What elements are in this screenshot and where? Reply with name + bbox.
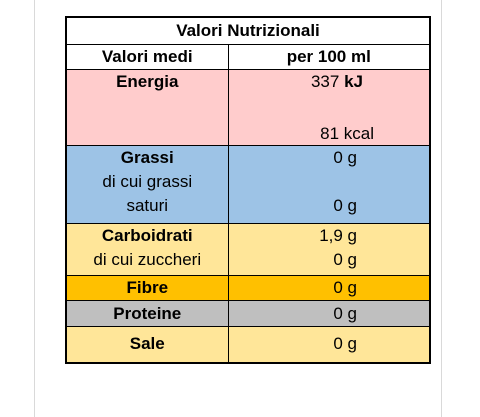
proteine-label: Proteine [65, 300, 229, 327]
grassi-sub-label-2: saturi [126, 196, 169, 215]
proteine-value: 0 g [333, 303, 357, 323]
carboidrati-row: Carboidrati di cui zuccheri 1,9 g 0 g [65, 223, 431, 276]
proteine-row: Proteine 0 g [65, 300, 431, 327]
sale-value-cell: 0 g [227, 326, 431, 363]
proteine-value-cell: 0 g [227, 300, 431, 327]
sale-value: 0 g [333, 334, 357, 354]
carboidrati-value-cell: 1,9 g 0 g [227, 223, 431, 276]
carboidrati-value: 1,9 g [319, 226, 357, 245]
energia-kcal: 81 kcal [320, 124, 374, 143]
fibre-value-cell: 0 g [227, 275, 431, 301]
fibre-value: 0 g [333, 278, 357, 297]
energia-value: 337 kJ 81 kcal [227, 69, 431, 146]
energia-kj-value: 337 [310, 72, 340, 91]
grassi-sub-label-1: di cui grassi [102, 172, 193, 191]
fibre-row: Fibre 0 g [65, 275, 431, 301]
sale-row: Sale 0 g [65, 326, 431, 363]
sheet-edge-left [34, 0, 35, 417]
grassi-row: Grassi di cui grassi saturi 0 g 0 g [65, 145, 431, 224]
carboidrati-label: Carboidrati [101, 226, 193, 245]
fibre-label: Fibre [65, 275, 229, 301]
energia-label: Energia [65, 69, 229, 146]
grassi-sub-value: 0 g [333, 196, 357, 215]
header-value: per 100 ml [227, 44, 431, 70]
header-label: Valori medi [65, 44, 229, 70]
sheet-edge-right [441, 0, 442, 417]
carboidrati-label-cell: Carboidrati di cui zuccheri [65, 223, 229, 276]
grassi-label: Grassi [120, 148, 174, 167]
grassi-label-cell: Grassi di cui grassi saturi [65, 145, 229, 224]
table-title: Valori Nutrizionali [65, 16, 431, 45]
carboidrati-sub-label: di cui zuccheri [93, 250, 202, 269]
title-row: Valori Nutrizionali [65, 16, 431, 45]
energia-row: Energia 337 kJ 81 kcal [65, 69, 431, 146]
grassi-value-cell: 0 g 0 g [227, 145, 431, 224]
energia-kj-line: 337 kJ [229, 72, 429, 92]
header-row: Valori medi per 100 ml [65, 44, 431, 70]
grassi-value: 0 g [333, 148, 357, 167]
sale-label: Sale [65, 326, 229, 363]
carboidrati-sub-value: 0 g [333, 250, 357, 269]
nutrition-table: Valori Nutrizionali Valori medi per 100 … [65, 16, 431, 364]
energia-kj-unit: kJ [344, 72, 363, 91]
